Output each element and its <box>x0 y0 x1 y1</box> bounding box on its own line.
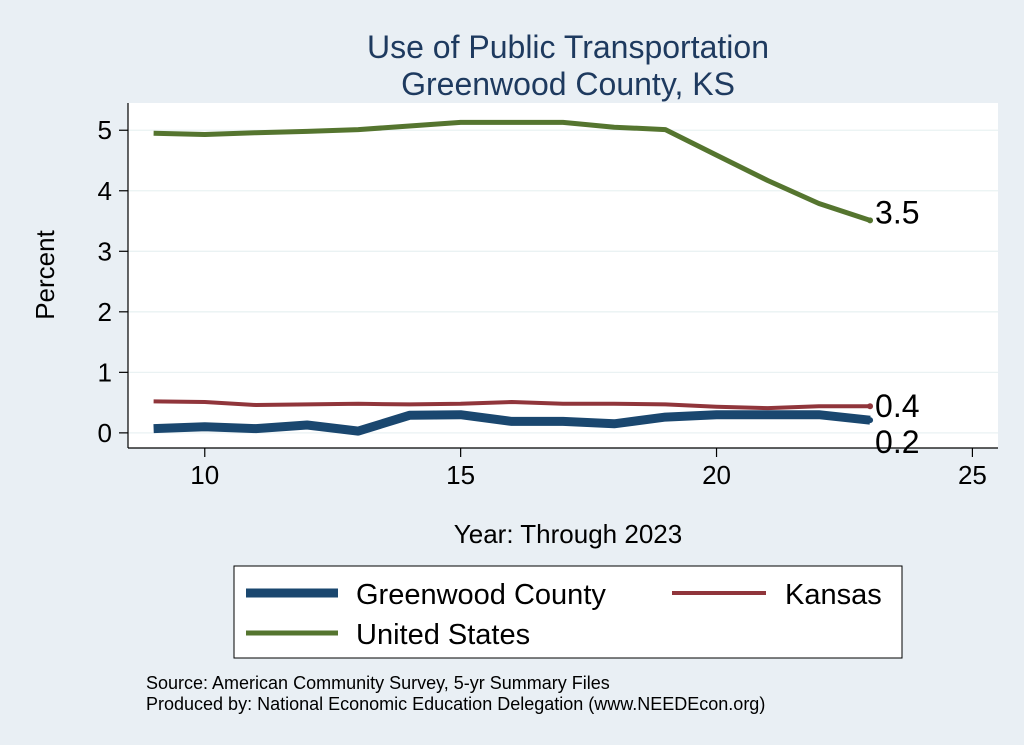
producer-note: Produced by: National Economic Education… <box>146 694 765 714</box>
chart-title: Use of Public Transportation <box>367 29 769 65</box>
legend: Greenwood County Kansas United States <box>233 565 903 659</box>
end-label-united-states: 3.5 <box>875 194 919 230</box>
y-tick-label: 5 <box>98 115 112 145</box>
x-tick-label: 15 <box>446 460 475 490</box>
legend-label-kansas: Kansas <box>785 579 882 611</box>
end-point-greenwood-county <box>867 417 874 424</box>
end-label-greenwood-county: 0.2 <box>875 424 919 460</box>
y-tick-label: 2 <box>98 297 112 327</box>
y-axis-title: Percent <box>30 229 60 319</box>
y-tick-label: 0 <box>98 418 112 448</box>
x-axis-ticks: 10 15 20 25 <box>190 448 987 490</box>
legend-label-united-states: United States <box>356 619 530 651</box>
series-line-greenwood-county <box>153 410 871 436</box>
source-note: Source: American Community Survey, 5-yr … <box>146 673 610 693</box>
series-line-kansas <box>153 399 871 411</box>
y-tick-label: 4 <box>98 176 112 206</box>
x-tick-label: 10 <box>190 460 219 490</box>
x-axis-title: Year: Through 2023 <box>454 519 682 549</box>
plot-area <box>128 103 998 448</box>
end-point-united-states <box>867 217 874 224</box>
y-axis-ticks: 0 1 2 3 4 5 <box>98 115 128 448</box>
legend-label-greenwood-county: Greenwood County <box>356 579 606 611</box>
end-labels: 0.20.4 3.5 <box>867 194 920 460</box>
y-tick-label: 3 <box>98 236 112 266</box>
end-point-kansas <box>867 403 874 410</box>
chart-subtitle: Greenwood County, KS <box>401 66 735 102</box>
end-label-kansas: 0.4 <box>875 388 919 424</box>
y-tick-label: 1 <box>98 357 112 387</box>
x-tick-label: 25 <box>958 460 987 490</box>
series-line-united-states <box>153 119 871 223</box>
series-lines <box>153 119 871 436</box>
legend-box <box>233 565 903 659</box>
x-tick-label: 20 <box>702 460 731 490</box>
